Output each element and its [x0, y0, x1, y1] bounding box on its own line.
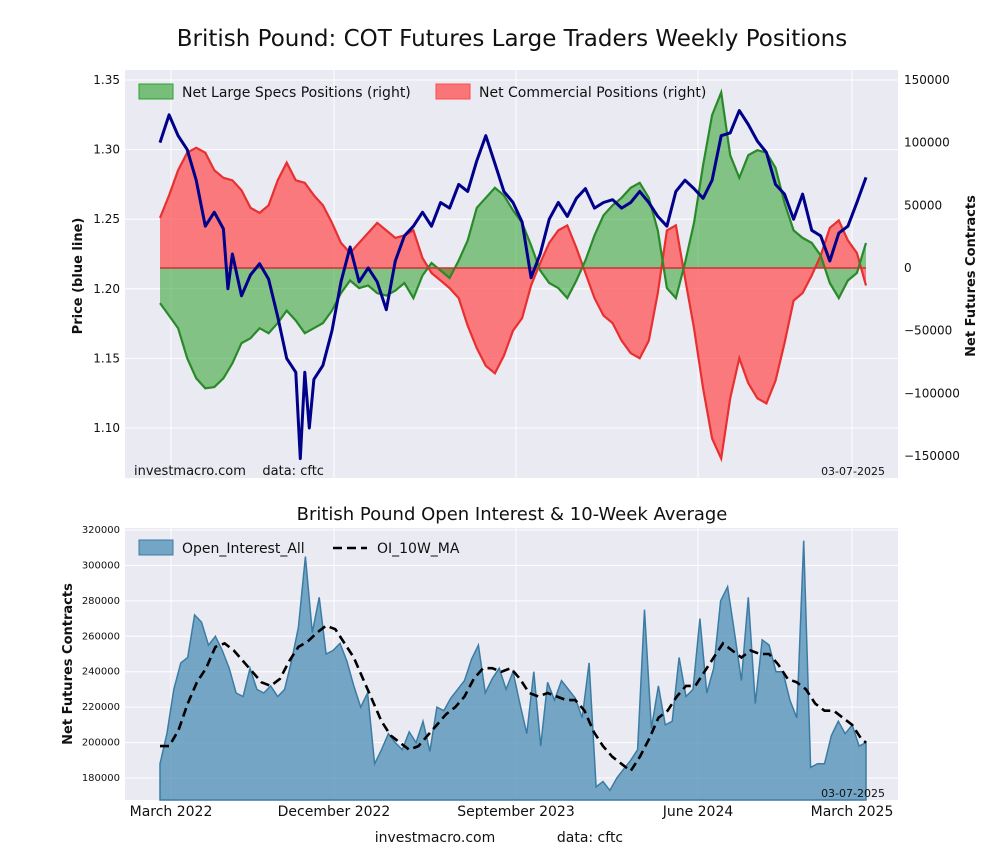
- legend-label-oi: Open_Interest_All: [182, 541, 305, 557]
- x-axis-ticks: March 2022 December 2022 September 2023 Jun…: [130, 804, 894, 820]
- left-tick-label: 1.30: [93, 143, 120, 157]
- x-tick-label: September 2023: [457, 804, 574, 820]
- chart-title: British Pound: COT Futures Large Traders…: [177, 26, 848, 52]
- bottom-chart-title: British Pound Open Interest & 10-Week Av…: [297, 504, 728, 525]
- legend-label-commercial: Net Commercial Positions (right): [479, 85, 706, 101]
- left-tick-label: 1.35: [93, 73, 120, 87]
- footer-source: data: cftc: [557, 830, 623, 846]
- top-footer-date: 03-07-2025: [821, 465, 885, 478]
- commercial-line: [158, 146, 868, 463]
- right-tick-label: 100000: [904, 136, 950, 150]
- specs-area: [160, 92, 866, 389]
- x-tick-label: December 2022: [278, 804, 391, 820]
- right-axis-label: Net Futures Contracts: [964, 195, 979, 357]
- oi-area: [159, 540, 867, 801]
- x-tick-label: June 2024: [662, 804, 734, 820]
- right-tick-label: −100000: [904, 386, 960, 400]
- bottom-tick-label: 180000: [82, 773, 120, 784]
- left-tick-label: 1.20: [93, 282, 120, 296]
- commercial-area: [160, 147, 866, 459]
- top-panel: 1.35 1.30 1.25 1.20 1.15 1.10 150000 100000 500…: [71, 70, 979, 479]
- price-line: [158, 109, 868, 461]
- left-axis-label: Price (blue line): [71, 218, 86, 335]
- bottom-panel: British Pound Open Interest & 10-Week Av…: [61, 504, 898, 820]
- left-tick-label: 1.15: [93, 351, 120, 365]
- right-tick-label: 0: [904, 261, 912, 275]
- bottom-tick-label: 260000: [82, 631, 120, 642]
- right-tick-label: −50000: [904, 324, 952, 338]
- right-tick-label: 50000: [904, 198, 942, 212]
- legend-swatch-specs: [138, 83, 174, 100]
- left-axis-ticks: 1.35 1.30 1.25 1.20 1.15 1.10: [93, 73, 120, 435]
- bottom-tick-label: 240000: [82, 667, 120, 678]
- right-axis-ticks: 150000 100000 50000 0 −50000 −100000 −150000: [904, 73, 960, 463]
- bottom-tick-label: 300000: [82, 560, 120, 571]
- legend-label-specs: Net Large Specs Positions (right): [182, 85, 411, 101]
- left-tick-label: 1.25: [93, 212, 120, 226]
- top-footer-source: investmacro.com data: cftc: [134, 464, 324, 479]
- left-tick-label: 1.10: [93, 421, 120, 435]
- legend-swatch-oi: [138, 539, 174, 556]
- bottom-tick-label: 220000: [82, 702, 120, 713]
- right-tick-label: −150000: [904, 449, 960, 463]
- oi-10w-ma-line: [160, 624, 867, 773]
- legend-swatch-commercial: [435, 83, 471, 100]
- x-tick-label: March 2022: [130, 804, 213, 820]
- bottom-tick-label: 280000: [82, 596, 120, 607]
- footer-site: investmacro.com: [375, 830, 495, 846]
- right-tick-label: 150000: [904, 73, 950, 87]
- x-tick-label: March 2025: [811, 804, 894, 820]
- bottom-legend: Open_Interest_All OI_10W_MA: [138, 539, 460, 557]
- bottom-footer-date: 03-07-2025: [821, 787, 885, 800]
- legend-label-ma: OI_10W_MA: [377, 541, 460, 557]
- bottom-y-axis-ticks: 320000 300000 280000 260000 240000 220000 2000…: [82, 525, 120, 784]
- bottom-tick-label: 200000: [82, 738, 120, 749]
- top-legend: Net Large Specs Positions (right) Net Co…: [138, 83, 706, 101]
- bottom-tick-label: 320000: [82, 525, 120, 536]
- bottom-y-axis-label: Net Futures Contracts: [61, 583, 76, 745]
